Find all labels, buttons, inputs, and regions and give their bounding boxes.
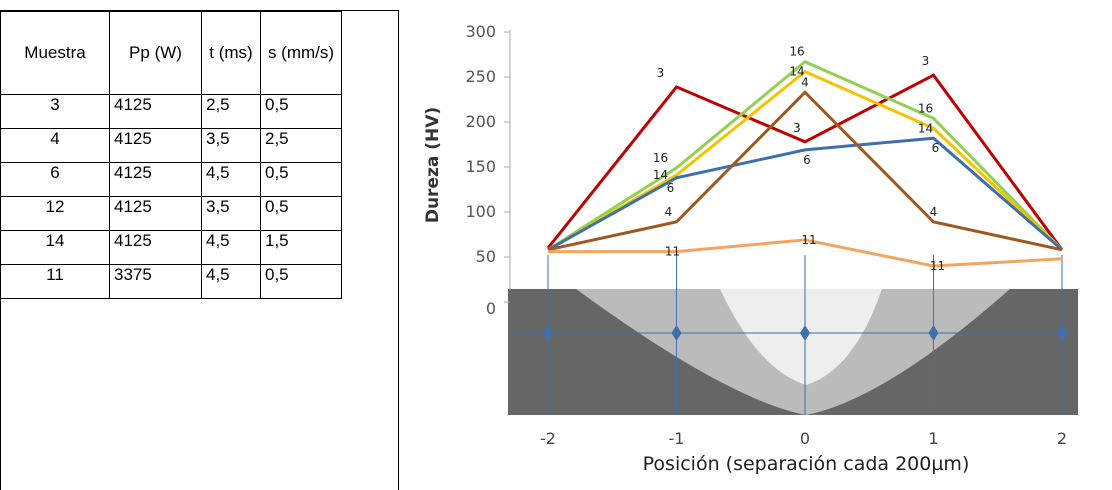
y-tick-label: 250 — [465, 67, 496, 86]
series-label: 14 — [918, 121, 933, 135]
y-tick-label: 0 — [486, 299, 496, 318]
table-cell: 1,5 — [261, 231, 342, 265]
series-label: 16 — [653, 151, 668, 165]
table-cell: 3 — [1, 95, 110, 129]
x-tick-label: 2 — [1057, 429, 1067, 448]
table-cell: 3,5 — [202, 129, 261, 163]
table-cell: 2,5 — [261, 129, 342, 163]
y-tick-label: 300 — [465, 22, 496, 41]
x-tick-label: 0 — [800, 429, 810, 448]
series-label: 11 — [801, 233, 816, 247]
table-cell: 4125 — [110, 129, 202, 163]
table-cell: 2,5 — [202, 95, 261, 129]
series-label: 6 — [803, 153, 811, 167]
series-label: 6 — [932, 141, 940, 155]
table-cell: 0,5 — [261, 163, 342, 197]
table-cell: 4,5 — [202, 265, 261, 299]
table-cell: 6 — [1, 163, 110, 197]
series-label: 4 — [801, 75, 809, 89]
y-tick-label: 200 — [465, 112, 496, 131]
x-tick-label: -1 — [669, 429, 685, 448]
header-cell: Muestra — [1, 12, 110, 95]
series-label: 3 — [922, 54, 930, 68]
table-cell: 4 — [1, 129, 110, 163]
table-cell: 4,5 — [202, 231, 261, 265]
series-label: 11 — [665, 245, 680, 259]
table-cell: 14 — [1, 231, 110, 265]
table-cell: 3375 — [110, 265, 202, 299]
header-cell: s (mm/s) — [261, 12, 342, 95]
y-tick-label: 50 — [476, 247, 496, 266]
series-label: 4 — [930, 205, 938, 219]
series-label: 3 — [793, 121, 801, 135]
table-cell: 3,5 — [202, 197, 261, 231]
x-tick-label: 1 — [928, 429, 938, 448]
series-label: 3 — [657, 66, 665, 80]
series-label: 6 — [667, 181, 675, 195]
series-label: 16 — [789, 45, 804, 59]
series-label: 4 — [665, 205, 673, 219]
series-label: 16 — [918, 101, 933, 115]
x-tick-label: -2 — [540, 429, 556, 448]
header-cell: t (ms) — [202, 12, 261, 95]
header-row: Muestra Pp (W) t (ms) s (mm/s) — [1, 12, 342, 95]
y-tick-label: 150 — [465, 157, 496, 176]
x-axis-title: Posición (separación cada 200µm) — [643, 453, 970, 475]
table-cell: 0,5 — [261, 95, 342, 129]
table-cell: 4125 — [110, 95, 202, 129]
table-cell: 11 — [1, 265, 110, 299]
chart: Dureza (HV) Posición (separación cada 20… — [398, 0, 1112, 489]
y-tick-label: 100 — [465, 202, 496, 221]
table-cell: 12 — [1, 197, 110, 231]
page: Muestra Pp (W) t (ms) s (mm/s) 341252,50… — [0, 0, 1112, 489]
header-cell: Pp (W) — [110, 12, 202, 95]
table-cell: 4,5 — [202, 163, 261, 197]
table-cell: 4125 — [110, 163, 202, 197]
series-label: 11 — [930, 259, 945, 273]
table-cell: 4125 — [110, 197, 202, 231]
table-cell: 0,5 — [261, 197, 342, 231]
y-axis-title: Dureza (HV) — [423, 107, 443, 223]
table-cell: 0,5 — [261, 265, 342, 299]
table-cell: 4125 — [110, 231, 202, 265]
